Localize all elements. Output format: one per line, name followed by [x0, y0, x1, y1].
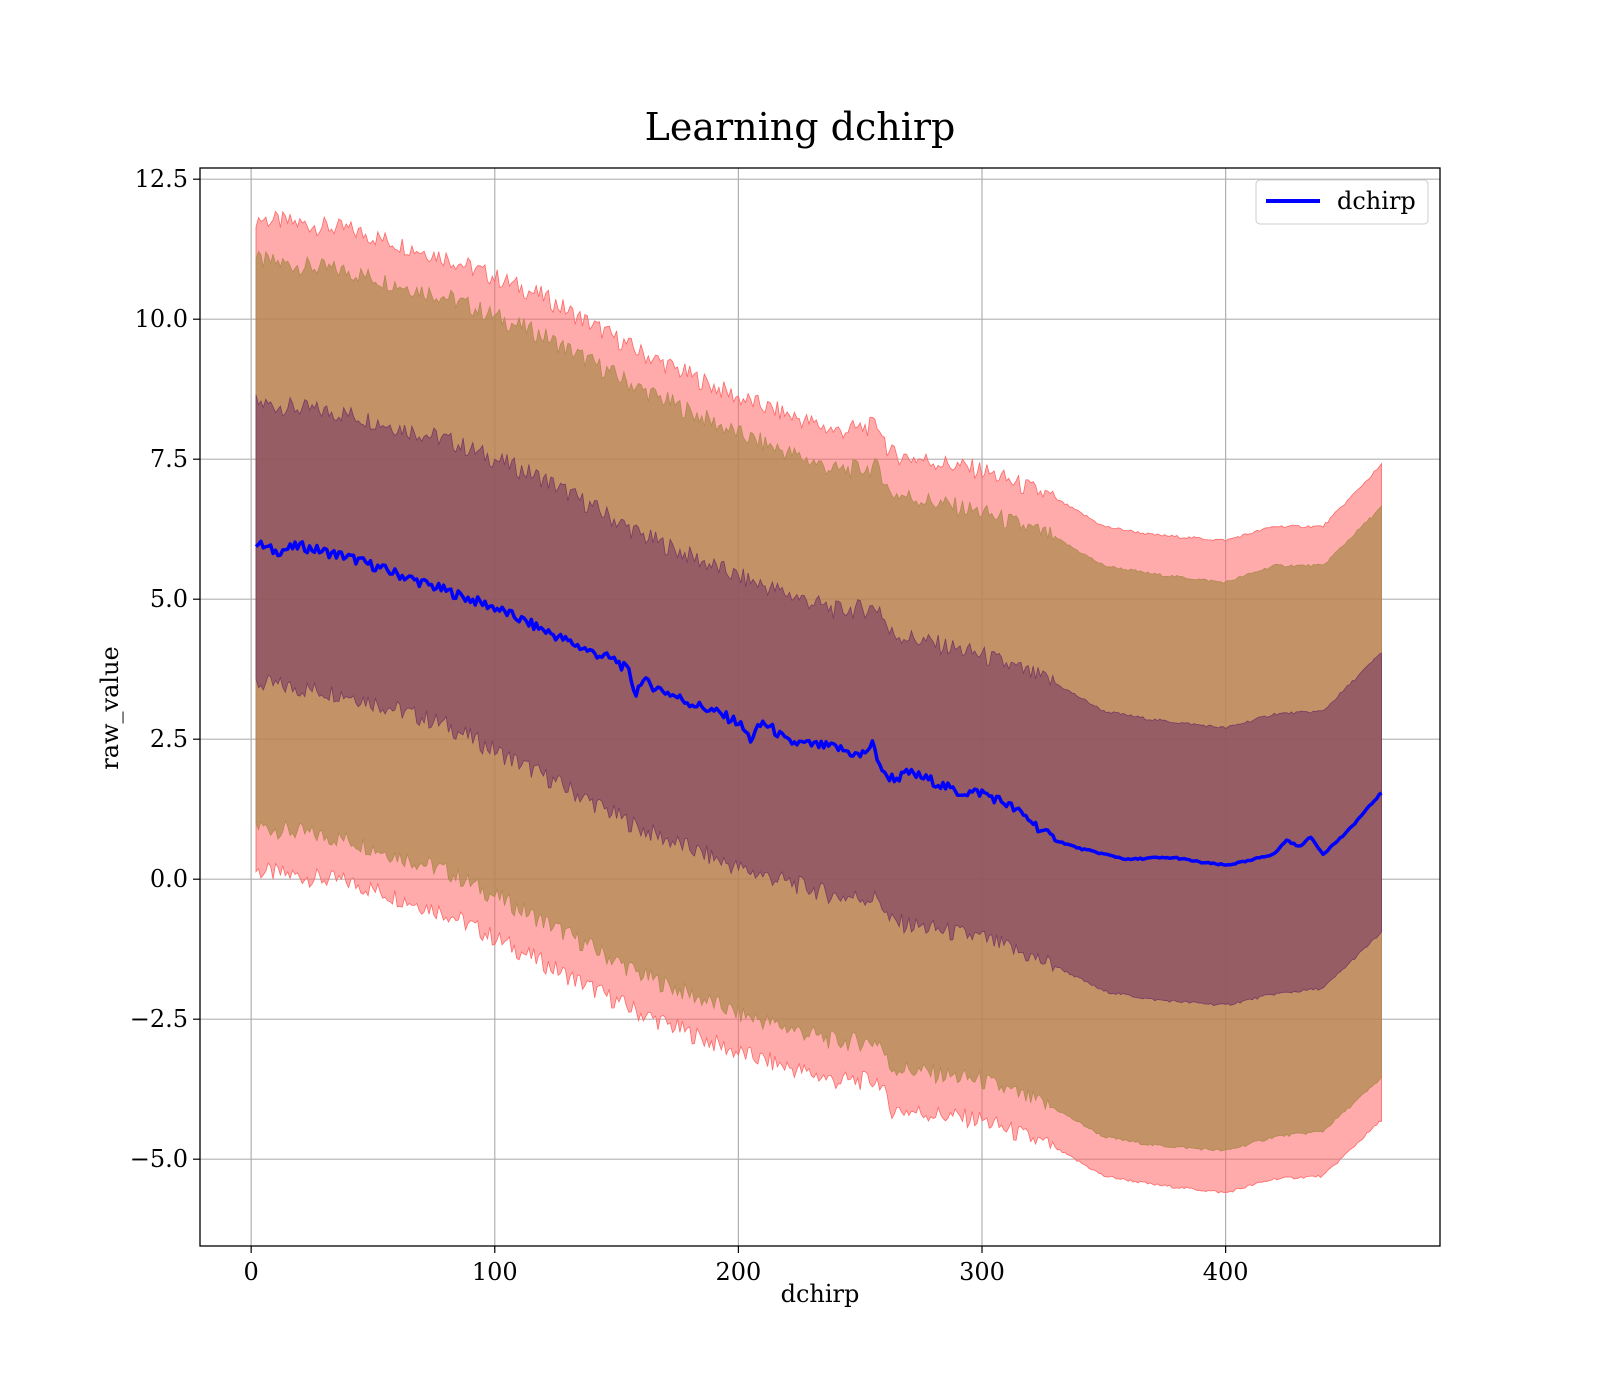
x-axis-label: dchirp	[781, 1280, 860, 1308]
y-axis-label: raw_value	[96, 646, 124, 770]
legend-box	[1255, 179, 1429, 225]
plot-frame	[199, 167, 1441, 1247]
y-tick-label: 0.0	[150, 865, 188, 893]
bands	[255, 210, 1382, 1194]
x-tick-label: 300	[959, 1258, 1005, 1286]
y-axis-ticks: −5.0 −2.5 0.0 2.5 5.0 7.5 10.0 12.5	[130, 165, 200, 1173]
x-tick-label: 100	[472, 1258, 518, 1286]
x-axis-ticks: 0 100 200 300 400	[244, 1246, 1249, 1286]
y-tick-label: 12.5	[135, 165, 188, 193]
legend-label: dchirp	[1337, 187, 1416, 215]
y-tick-label: −5.0	[130, 1145, 188, 1173]
x-tick-label: 400	[1203, 1258, 1249, 1286]
y-tick-label: −2.5	[130, 1005, 188, 1033]
chart-title: Learning dchirp	[645, 105, 956, 149]
y-tick-label: 7.5	[150, 445, 188, 473]
y-tick-label: 10.0	[135, 305, 188, 333]
y-tick-label: 5.0	[150, 585, 188, 613]
x-tick-label: 0	[244, 1258, 259, 1286]
y-tick-label: 2.5	[150, 725, 188, 753]
legend: dchirp	[1255, 179, 1429, 225]
series-lines	[254, 539, 1383, 867]
series-line-dchirp	[254, 539, 1383, 867]
x-tick-label: 200	[715, 1258, 761, 1286]
